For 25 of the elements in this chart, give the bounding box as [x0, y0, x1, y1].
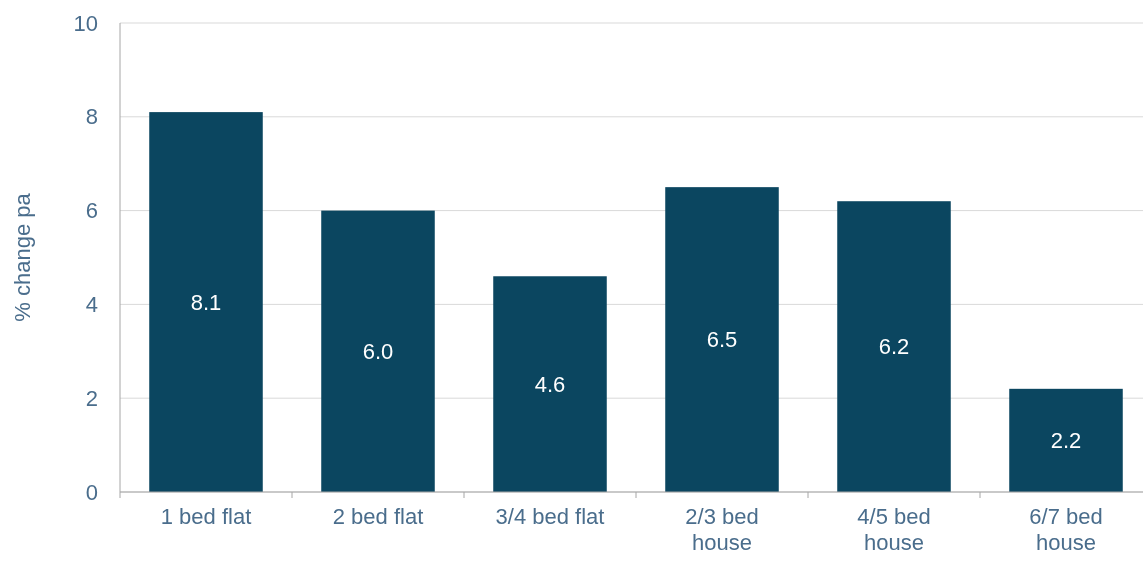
x-tick-label: 4/5 bed house — [857, 504, 931, 555]
bar — [837, 201, 951, 492]
bar — [493, 276, 607, 492]
bar — [321, 210, 435, 492]
x-tick-label: 6/7 bed house — [1029, 504, 1103, 555]
data-label: 2.2 — [1050, 427, 1082, 453]
y-tick-label: 4 — [85, 291, 98, 317]
x-tick-label: 2/3 bed house — [685, 504, 759, 555]
data-label: 6.5 — [706, 327, 738, 353]
y-tick-label: 10 — [73, 10, 98, 36]
y-tick-label: 0 — [85, 479, 98, 505]
bar — [665, 187, 779, 492]
bar — [149, 112, 263, 492]
y-tick-label: 6 — [85, 198, 98, 224]
bar — [1009, 388, 1123, 492]
data-label: 4.6 — [534, 371, 566, 397]
data-label: 6.2 — [878, 334, 910, 360]
data-label: 6.0 — [362, 338, 394, 364]
y-tick-label: 2 — [85, 385, 98, 411]
data-label: 8.1 — [190, 289, 222, 315]
x-tick-label: 2 bed flat — [332, 504, 424, 529]
y-tick-label: 8 — [85, 104, 98, 130]
x-tick-label: 3/4 bed flat — [495, 504, 605, 529]
x-tick-label: 1 bed flat — [160, 504, 252, 529]
y-axis-title: % change pa — [10, 192, 35, 322]
